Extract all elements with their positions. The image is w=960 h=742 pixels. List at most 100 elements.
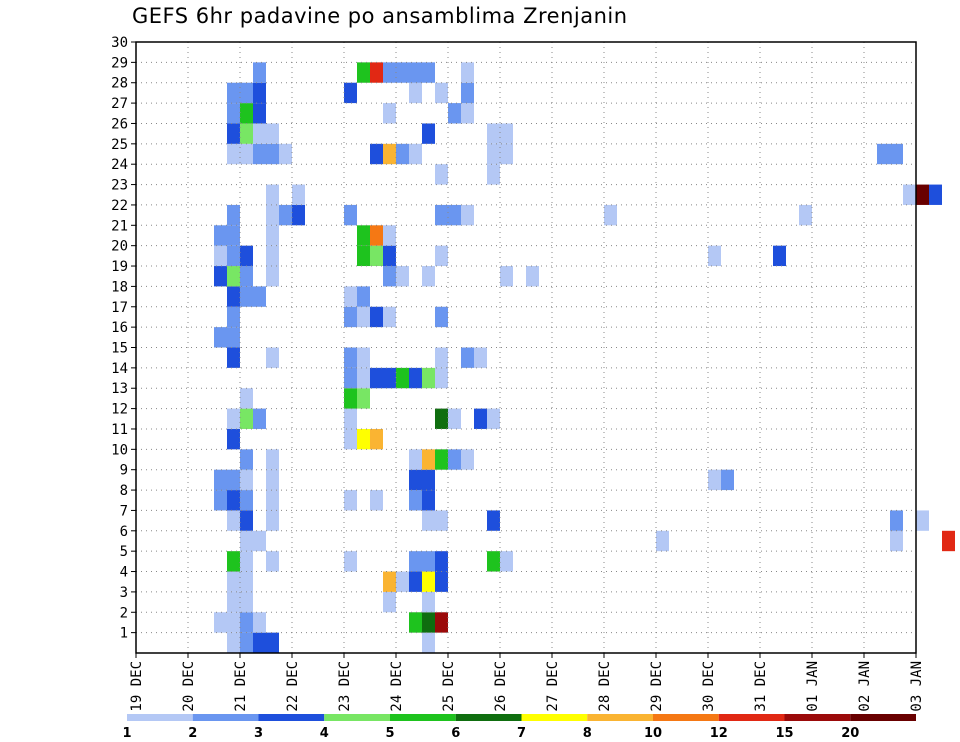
heat-cell [240,143,253,165]
heat-cell [253,103,266,124]
heat-cell [435,408,448,429]
y-tick-label: 13 [111,381,128,397]
heat-cell [422,591,435,613]
heat-cell [266,143,279,165]
colorbar-segment [587,714,653,721]
heat-cell [435,510,448,531]
heat-cell [240,449,253,470]
heat-cell [253,123,266,144]
heat-cell [383,103,396,124]
heat-cell [357,245,370,267]
x-tick-label: 28 DEC [597,661,613,712]
heat-cell [396,62,409,83]
heat-cell [344,490,357,511]
heat-cell [227,143,240,165]
colorbar-label: 20 [841,726,859,741]
heat-cell [344,82,357,104]
heat-cell [344,286,357,307]
heat-cell [266,551,279,572]
heat-cell [227,408,240,429]
y-tick-label: 23 [111,178,128,194]
heat-cell [461,204,474,226]
heat-cell [357,347,370,368]
heat-cell [396,143,409,165]
y-tick-label: 5 [120,544,128,560]
heat-cell [409,143,422,165]
colorbar-label: 6 [451,726,460,741]
colorbar-label: 10 [644,726,662,741]
heat-cell [370,245,383,267]
heat-cell [448,408,461,429]
heat-cell [227,82,240,104]
heat-cell [422,571,435,592]
colorbar-segment [127,714,193,721]
heat-cell [370,428,383,450]
heat-cell [435,306,448,328]
heat-cell [227,428,240,450]
heat-cell [253,62,266,83]
heat-cell [773,245,786,267]
y-tick-label: 16 [111,320,128,336]
heat-cell [448,103,461,124]
heat-cell [279,204,292,226]
heat-cell [383,143,396,165]
y-tick-label: 25 [111,137,128,153]
heat-cell [227,306,240,328]
heat-cell [409,490,422,511]
heat-cell [266,632,279,653]
heat-cell [422,266,435,287]
heat-cell [461,347,474,368]
x-tick-label: 31 DEC [753,661,769,712]
heat-cell [383,245,396,267]
heat-cell [409,82,422,104]
heat-cell [266,510,279,531]
heat-cell [708,469,721,491]
x-tick-label: 03 JAN [909,661,925,712]
heat-cell [344,551,357,572]
heat-cell [292,184,305,205]
colorbar-label: 2 [188,726,197,741]
heat-cell [409,571,422,592]
heat-cell [500,551,513,572]
heat-cell [409,551,422,572]
heat-cell [370,62,383,83]
y-tick-label: 28 [111,76,128,92]
heat-cell [383,306,396,328]
heat-cell [240,388,253,409]
y-tick-label: 4 [120,565,128,581]
heat-cell [357,225,370,246]
heat-cell [253,632,266,653]
heat-cell [227,327,240,348]
colorbar-label: 7 [517,726,526,741]
heat-cell [240,530,253,552]
colorbar-segment [850,714,916,721]
heat-cell [929,184,942,205]
heat-cell [422,123,435,144]
heat-cell [227,286,240,307]
heat-cell [383,367,396,389]
heat-cell [422,612,435,633]
heat-cell [461,449,474,470]
heat-cell [266,123,279,144]
colorbar-label: 15 [775,726,793,741]
y-tick-label: 24 [111,157,128,173]
heat-cell [383,225,396,246]
heat-cell [266,184,279,205]
heat-cell [227,225,240,246]
heat-cell [383,62,396,83]
heat-cell [253,612,266,633]
heat-cell [227,123,240,144]
heat-cell [474,347,487,368]
heat-cell [500,123,513,144]
colorbar-label: 1 [122,726,131,741]
y-tick-label: 15 [111,341,128,357]
heat-cell [383,266,396,287]
heat-cell [227,510,240,531]
heat-cell [253,82,266,104]
heat-cell [370,225,383,246]
heat-cell [214,490,227,511]
heat-cell [266,245,279,267]
heat-cell [240,632,253,653]
